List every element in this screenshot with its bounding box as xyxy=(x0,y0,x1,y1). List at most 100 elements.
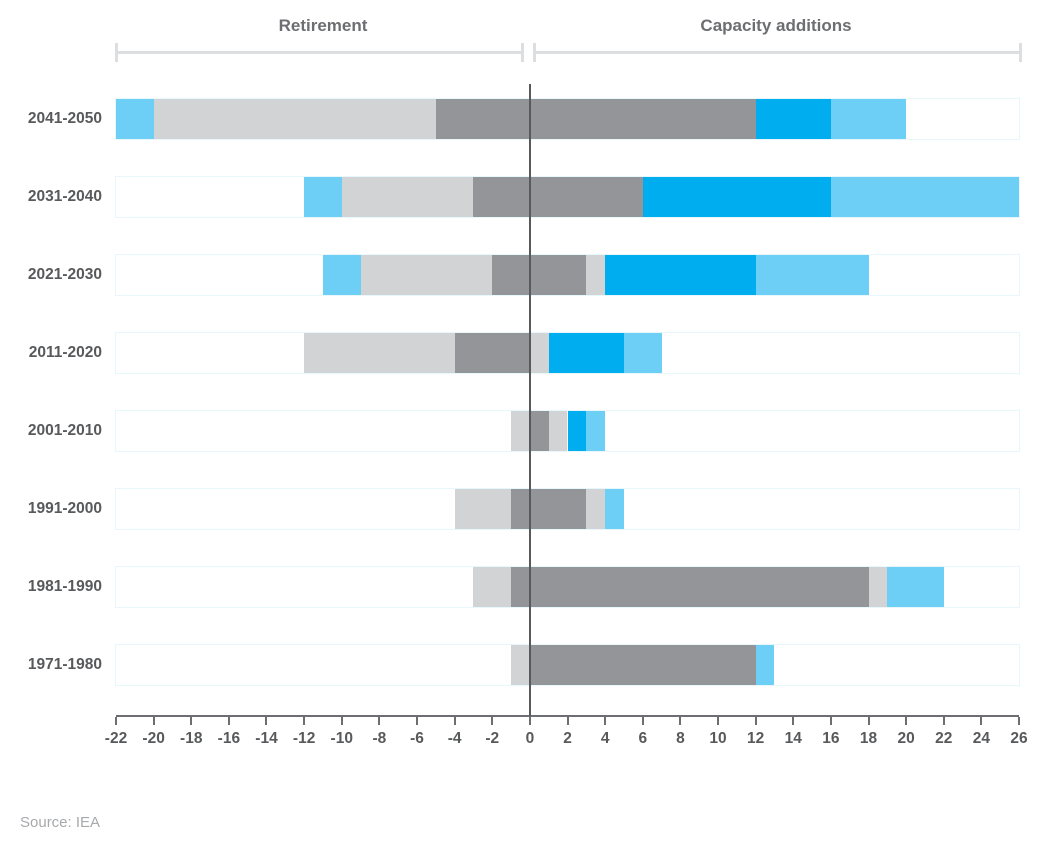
x-axis-tick-label: 4 xyxy=(600,730,610,747)
bar-segment-lightblue xyxy=(322,255,361,295)
bar-row xyxy=(116,489,1019,529)
bar-segment-lightblue xyxy=(755,645,775,685)
bar-row xyxy=(116,177,1019,217)
x-axis-tick xyxy=(754,717,757,725)
x-axis-tick xyxy=(604,717,607,725)
bar-segment-lightblue xyxy=(830,177,1019,217)
x-axis-tick xyxy=(829,717,832,725)
x-axis-tick-label: 10 xyxy=(709,730,727,747)
bar-segment-grey xyxy=(511,567,869,607)
x-axis-tick-label: 2 xyxy=(563,730,572,747)
bar-segment-lightgrey xyxy=(304,333,455,373)
x-axis-tick xyxy=(303,717,306,725)
x-axis-tick-label: -20 xyxy=(142,730,165,747)
bar-segment-lightblue xyxy=(755,255,869,295)
x-axis-tick-label: 12 xyxy=(747,730,765,747)
bar-segment-lightblue xyxy=(887,567,944,607)
bar-segment-lightgrey xyxy=(511,645,530,685)
capacity-additions-bracket xyxy=(533,43,1022,62)
bar-segment-lightgrey xyxy=(153,99,436,139)
x-axis-tick-label: -14 xyxy=(255,730,278,747)
capacity-additions-header: Capacity additions xyxy=(700,16,852,35)
bar-segment-lightblue xyxy=(116,99,154,139)
x-axis-tick xyxy=(227,717,230,725)
category-label: 2001-2010 xyxy=(27,422,102,439)
x-axis-tick xyxy=(980,717,983,725)
x-axis-tick-label: -4 xyxy=(447,730,462,747)
category-label: 1971-1980 xyxy=(27,656,102,673)
x-axis-tick-label: 22 xyxy=(935,730,953,747)
x-axis-tick-label: 6 xyxy=(638,730,648,747)
x-axis-tick-label: 16 xyxy=(822,730,840,747)
bar-segment-lightblue xyxy=(830,99,907,139)
x-axis-tick xyxy=(265,717,268,725)
bar-segment-lightgrey xyxy=(454,489,512,529)
x-axis: -22 -20 -18 -16 -14 -12 -10 -8 -6 -4 -2 0 2 4 6 8 10 12 14… xyxy=(105,715,1028,747)
x-axis-tick xyxy=(190,717,193,725)
x-axis-tick xyxy=(942,717,945,725)
x-axis-tick-label: -22 xyxy=(104,730,128,747)
category-label: 2011-2020 xyxy=(28,344,102,361)
bar-row xyxy=(116,255,1019,295)
x-axis-tick-label: 20 xyxy=(897,730,915,747)
bar-row xyxy=(116,99,1019,139)
x-axis-tick-label: -18 xyxy=(180,730,203,747)
bar-segment-lightgrey xyxy=(548,411,568,451)
bar-segment-grey xyxy=(435,99,756,139)
bar-row xyxy=(116,411,1019,451)
x-axis-tick-label: -2 xyxy=(485,730,500,747)
retirement-header: Retirement xyxy=(278,16,368,35)
bar-segment-lightgrey xyxy=(360,255,493,295)
bar-segment-grey xyxy=(473,177,643,217)
bar-segment-grey xyxy=(529,411,549,451)
x-axis-tick xyxy=(641,717,644,725)
x-axis-tick xyxy=(491,717,494,725)
x-axis-tick xyxy=(792,717,795,725)
x-axis-tick-label: 8 xyxy=(676,730,685,747)
bar-segment-lightgrey xyxy=(473,567,512,607)
plot-area xyxy=(116,84,1019,716)
x-axis-tick xyxy=(867,717,870,725)
x-axis-tick xyxy=(716,717,719,725)
bar-segment-blue xyxy=(642,177,831,217)
x-axis-tick xyxy=(1018,717,1020,725)
bar-segment-lightgrey xyxy=(529,333,549,373)
bar-row xyxy=(116,333,1019,373)
bar-segment-grey xyxy=(454,333,530,373)
bar-segment-lightgrey xyxy=(511,411,530,451)
x-axis-tick xyxy=(378,717,381,725)
x-axis-tick-label: -8 xyxy=(372,730,387,747)
bar-segment-lightblue xyxy=(304,177,342,217)
x-axis-tick-label: 26 xyxy=(1010,730,1028,747)
bar-segment-grey xyxy=(492,255,587,295)
bar-segment-blue xyxy=(567,411,587,451)
bar-row xyxy=(116,645,1019,685)
category-label: 1981-1990 xyxy=(27,578,102,595)
retirement-bracket xyxy=(115,43,524,62)
category-label: 2021-2030 xyxy=(27,266,102,283)
bar-segment-lightblue xyxy=(605,489,624,529)
x-axis-tick xyxy=(340,717,343,725)
x-axis-tick-label: -16 xyxy=(217,730,241,747)
bar-segment-grey xyxy=(511,489,587,529)
x-axis-tick-label: 24 xyxy=(972,730,990,747)
bar-segment-lightgrey xyxy=(586,255,606,295)
x-axis-tick xyxy=(415,717,418,725)
source-text: Source: IEA xyxy=(20,814,101,831)
x-axis-tick xyxy=(115,717,117,725)
bar-segment-lightgrey xyxy=(586,489,606,529)
x-axis-tick xyxy=(566,717,569,725)
bar-segment-lightgrey xyxy=(868,567,888,607)
zero-axis-line xyxy=(528,84,531,716)
x-axis-tick-label: 14 xyxy=(784,730,802,747)
category-label: 1991-2000 xyxy=(27,500,102,517)
bar-segment-lightgrey xyxy=(341,177,474,217)
x-axis-tick-label: 18 xyxy=(859,730,878,747)
bar-row xyxy=(116,567,1019,607)
bar-segment-lightblue xyxy=(586,411,606,451)
x-axis-tick-label: 0 xyxy=(525,730,535,747)
x-axis-tick xyxy=(453,717,456,725)
x-axis-tick-label: -6 xyxy=(410,730,424,747)
x-axis-tick xyxy=(152,717,155,725)
